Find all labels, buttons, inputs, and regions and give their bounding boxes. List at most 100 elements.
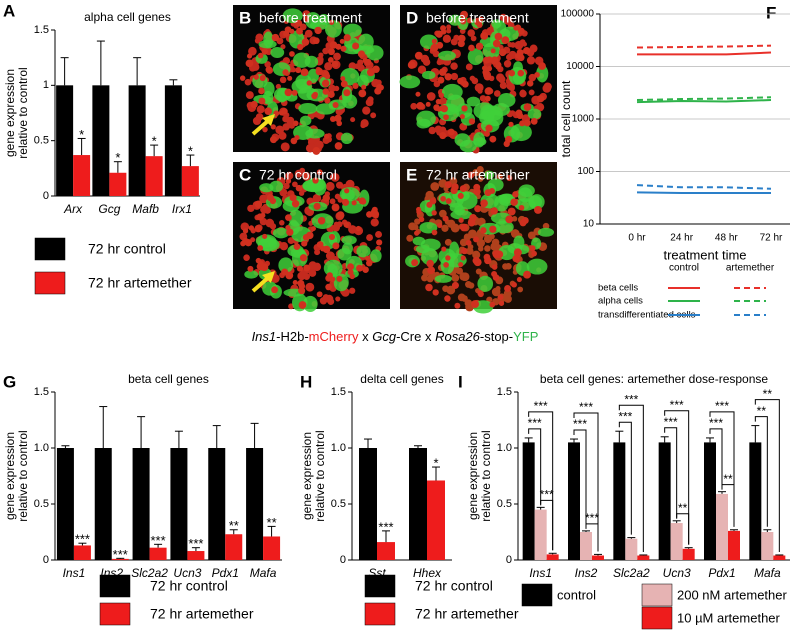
cell-dot (332, 101, 339, 109)
cell-dot (474, 205, 482, 213)
significance-label: ** (229, 518, 239, 533)
y-tick-label: 0 (506, 554, 512, 566)
caption: Ins1-H2b-mCherry x Gcg-Cre x Rosa26-stop… (252, 329, 539, 344)
cell-dot (361, 84, 367, 90)
cell-blob (466, 96, 481, 107)
cell-dot (242, 228, 249, 234)
y-axis-label: gene expression (3, 432, 17, 520)
error-bar (615, 430, 624, 443)
cell-dot (459, 272, 468, 281)
cell-dot (331, 60, 339, 68)
cell-dot (347, 263, 355, 271)
error-bar (174, 430, 183, 448)
cell-dot (283, 182, 290, 190)
image-label: before treatment (259, 10, 362, 26)
legend-swatch (99, 602, 131, 626)
cell-dot (528, 73, 537, 82)
cell-dot (450, 62, 458, 70)
cell-dot (460, 10, 469, 19)
cell-dot (339, 38, 345, 44)
cell-dot (445, 255, 451, 261)
significance-label: * (152, 134, 157, 149)
cell-dot (470, 35, 477, 42)
panel-letter: F (766, 3, 776, 22)
legend-label: 72 hr artemether (415, 606, 519, 622)
cell-dot (477, 290, 484, 297)
cell-dot (468, 118, 476, 125)
cell-blob (518, 184, 535, 197)
cell-dot (370, 208, 378, 216)
cell-dot (440, 29, 447, 35)
y-tick-label: 0.5 (34, 498, 49, 510)
cell-dot (257, 245, 264, 251)
cell-dot (442, 215, 449, 222)
cell-dot (508, 121, 514, 127)
significance-label: *** (573, 417, 587, 431)
cell-dot (438, 68, 447, 76)
cell-dot (454, 302, 461, 309)
legend-swatch (641, 606, 673, 630)
cell-dot (512, 191, 519, 198)
significance-bracket (709, 428, 723, 489)
bar (625, 538, 638, 560)
x-tick-label: Arx (63, 202, 83, 216)
caption-part: -stop- (480, 329, 513, 344)
error-bar (684, 547, 693, 549)
cell-dot (279, 242, 289, 251)
cell-dot (280, 44, 286, 50)
cell-dot (301, 38, 310, 46)
panel-letter: E (406, 165, 417, 184)
cell-dot (507, 207, 516, 216)
legend-swatch (641, 583, 673, 607)
cell-blob (473, 132, 486, 148)
error-bar (639, 554, 648, 556)
cell-dot (484, 130, 490, 137)
legend-swatch (34, 271, 66, 295)
cell-dot (498, 48, 507, 57)
cell-dot (275, 83, 282, 90)
significance-label: *** (150, 533, 165, 548)
x-tick-label: Pdx1 (212, 566, 239, 580)
cell-dot (315, 67, 324, 76)
cell-dot (334, 142, 343, 150)
cell-dot (497, 294, 504, 301)
significance-label: *** (618, 409, 632, 423)
cell-dot (258, 87, 265, 95)
cell-dot (436, 59, 443, 66)
cell-dot (493, 90, 501, 97)
cell-dot (295, 67, 302, 74)
error-bar (116, 557, 125, 559)
cell-dot (439, 132, 447, 140)
cell-dot (494, 32, 503, 41)
cell-dot (441, 224, 449, 232)
cell-blob (526, 258, 548, 275)
cell-dot (245, 91, 254, 100)
x-tick-label: Ucn3 (663, 566, 691, 580)
y-axis-label: gene expression (300, 432, 314, 520)
cell-dot (376, 83, 384, 91)
cell-dot (328, 90, 334, 96)
significance-bracket (754, 416, 768, 527)
x-tick-label: Hhex (413, 566, 442, 580)
cell-dot (275, 125, 285, 135)
cell-dot (529, 44, 538, 53)
error-bar (96, 40, 105, 86)
cell-dot (484, 189, 492, 197)
cell-dot (511, 216, 518, 222)
cell-dot (248, 46, 257, 56)
cell-dot (510, 198, 518, 206)
cell-dot (264, 61, 271, 68)
arrow (251, 275, 271, 293)
cell-blob (356, 245, 371, 258)
cell-dot (252, 116, 262, 126)
error-bar (191, 547, 200, 552)
cell-dot (437, 222, 443, 228)
micrograph (400, 162, 557, 314)
cell-dot (273, 110, 280, 117)
cell-dot (279, 220, 285, 226)
cell-blob (510, 123, 532, 142)
error-bar (414, 445, 422, 448)
bar (704, 442, 716, 560)
significance-label: * (79, 127, 84, 142)
cell-dot (325, 251, 335, 261)
